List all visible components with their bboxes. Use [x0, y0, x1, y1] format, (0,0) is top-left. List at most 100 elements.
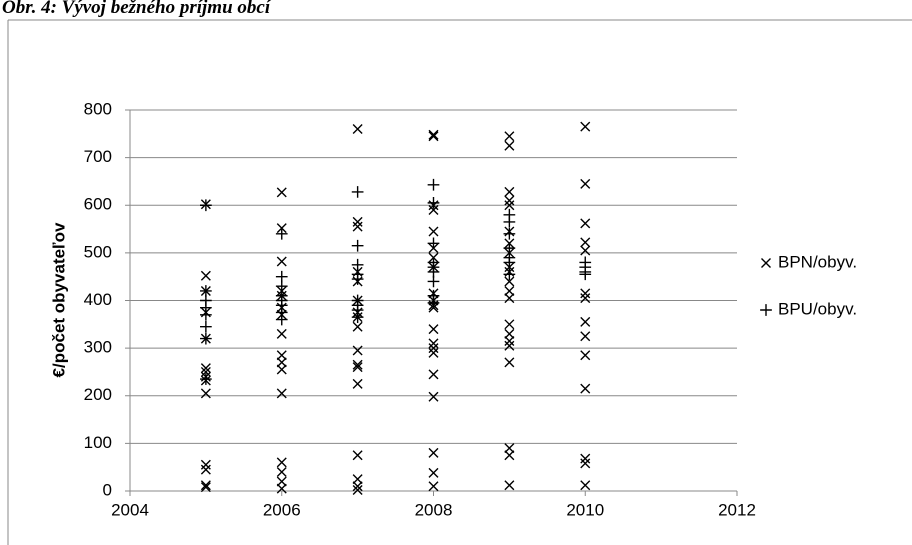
- y-tick-label: 600: [84, 195, 112, 214]
- point: [428, 481, 439, 492]
- point: [276, 256, 287, 267]
- point: [503, 227, 516, 240]
- y-axis-label: €/počet obyvateľov: [49, 222, 68, 377]
- point: [580, 178, 591, 189]
- x-tick-label: 2004: [111, 500, 149, 519]
- point: [580, 383, 591, 394]
- point: [428, 347, 439, 358]
- point: [351, 311, 364, 324]
- x-tick-label: 2006: [263, 500, 301, 519]
- point: [275, 313, 288, 326]
- point: [200, 366, 211, 377]
- point: [428, 226, 439, 237]
- y-tick-label: 400: [84, 290, 112, 309]
- legend-marker: [761, 258, 771, 268]
- point: [428, 447, 439, 458]
- point: [580, 218, 591, 229]
- point: [504, 276, 515, 287]
- point: [276, 476, 287, 487]
- point: [504, 480, 515, 491]
- point: [428, 391, 439, 402]
- point: [276, 466, 287, 477]
- point: [580, 293, 591, 304]
- point: [428, 343, 439, 354]
- chart-title: Obr. 4: Vývoj bežného príjmu obcí: [2, 0, 272, 18]
- point: [504, 186, 515, 197]
- point: [276, 364, 287, 375]
- point: [351, 186, 364, 198]
- point: [427, 237, 440, 250]
- point: [504, 357, 515, 368]
- point: [352, 345, 363, 356]
- point: [352, 450, 363, 461]
- point: [200, 482, 211, 493]
- point: [580, 453, 591, 464]
- x-tick-label: 2008: [415, 500, 453, 519]
- point: [276, 457, 287, 468]
- point: [352, 481, 363, 492]
- point: [504, 340, 515, 351]
- point: [352, 485, 363, 496]
- point: [503, 268, 516, 281]
- point: [504, 450, 515, 461]
- point: [428, 205, 439, 216]
- y-tick-label: 700: [84, 147, 112, 166]
- point: [276, 187, 287, 198]
- point: [352, 362, 363, 373]
- point: [352, 321, 363, 332]
- point: [200, 363, 211, 374]
- point: [504, 285, 515, 296]
- point: [200, 320, 212, 333]
- point: [504, 200, 515, 211]
- point: [275, 227, 288, 240]
- point: [504, 140, 515, 151]
- point: [427, 197, 440, 209]
- point: [504, 195, 515, 206]
- point: [200, 199, 212, 212]
- point: [580, 288, 591, 299]
- point: [200, 373, 212, 385]
- point: [580, 121, 591, 132]
- point: [580, 245, 591, 256]
- point: [503, 216, 516, 228]
- point: [200, 464, 211, 475]
- point: [352, 378, 363, 389]
- point: [504, 443, 515, 454]
- point: [352, 221, 363, 232]
- legend-label: BPU/obyv.: [778, 299, 857, 318]
- point: [504, 131, 515, 142]
- point: [580, 480, 591, 491]
- point: [428, 369, 439, 380]
- point: [427, 178, 440, 191]
- point: [579, 266, 592, 278]
- x-tick-label: 2010: [566, 500, 604, 519]
- point: [427, 275, 440, 288]
- point: [200, 332, 212, 345]
- point: [580, 458, 591, 469]
- point: [428, 338, 439, 349]
- point: [504, 293, 515, 304]
- point: [352, 474, 363, 485]
- y-tick-label: 0: [103, 480, 112, 499]
- point: [276, 328, 287, 339]
- y-tick-label: 800: [84, 99, 112, 118]
- point: [580, 237, 591, 248]
- y-tick-label: 500: [84, 242, 112, 261]
- point: [351, 239, 364, 252]
- point: [503, 256, 516, 269]
- point: [504, 335, 515, 346]
- point: [276, 483, 287, 494]
- point: [580, 316, 591, 327]
- point: [428, 467, 439, 478]
- point: [200, 270, 211, 281]
- legend-label: BPN/obyv.: [778, 252, 857, 271]
- point: [504, 319, 515, 330]
- point: [428, 131, 439, 142]
- point: [352, 216, 363, 227]
- point: [276, 388, 287, 399]
- point: [276, 357, 287, 368]
- point: [200, 480, 211, 491]
- point: [580, 331, 591, 342]
